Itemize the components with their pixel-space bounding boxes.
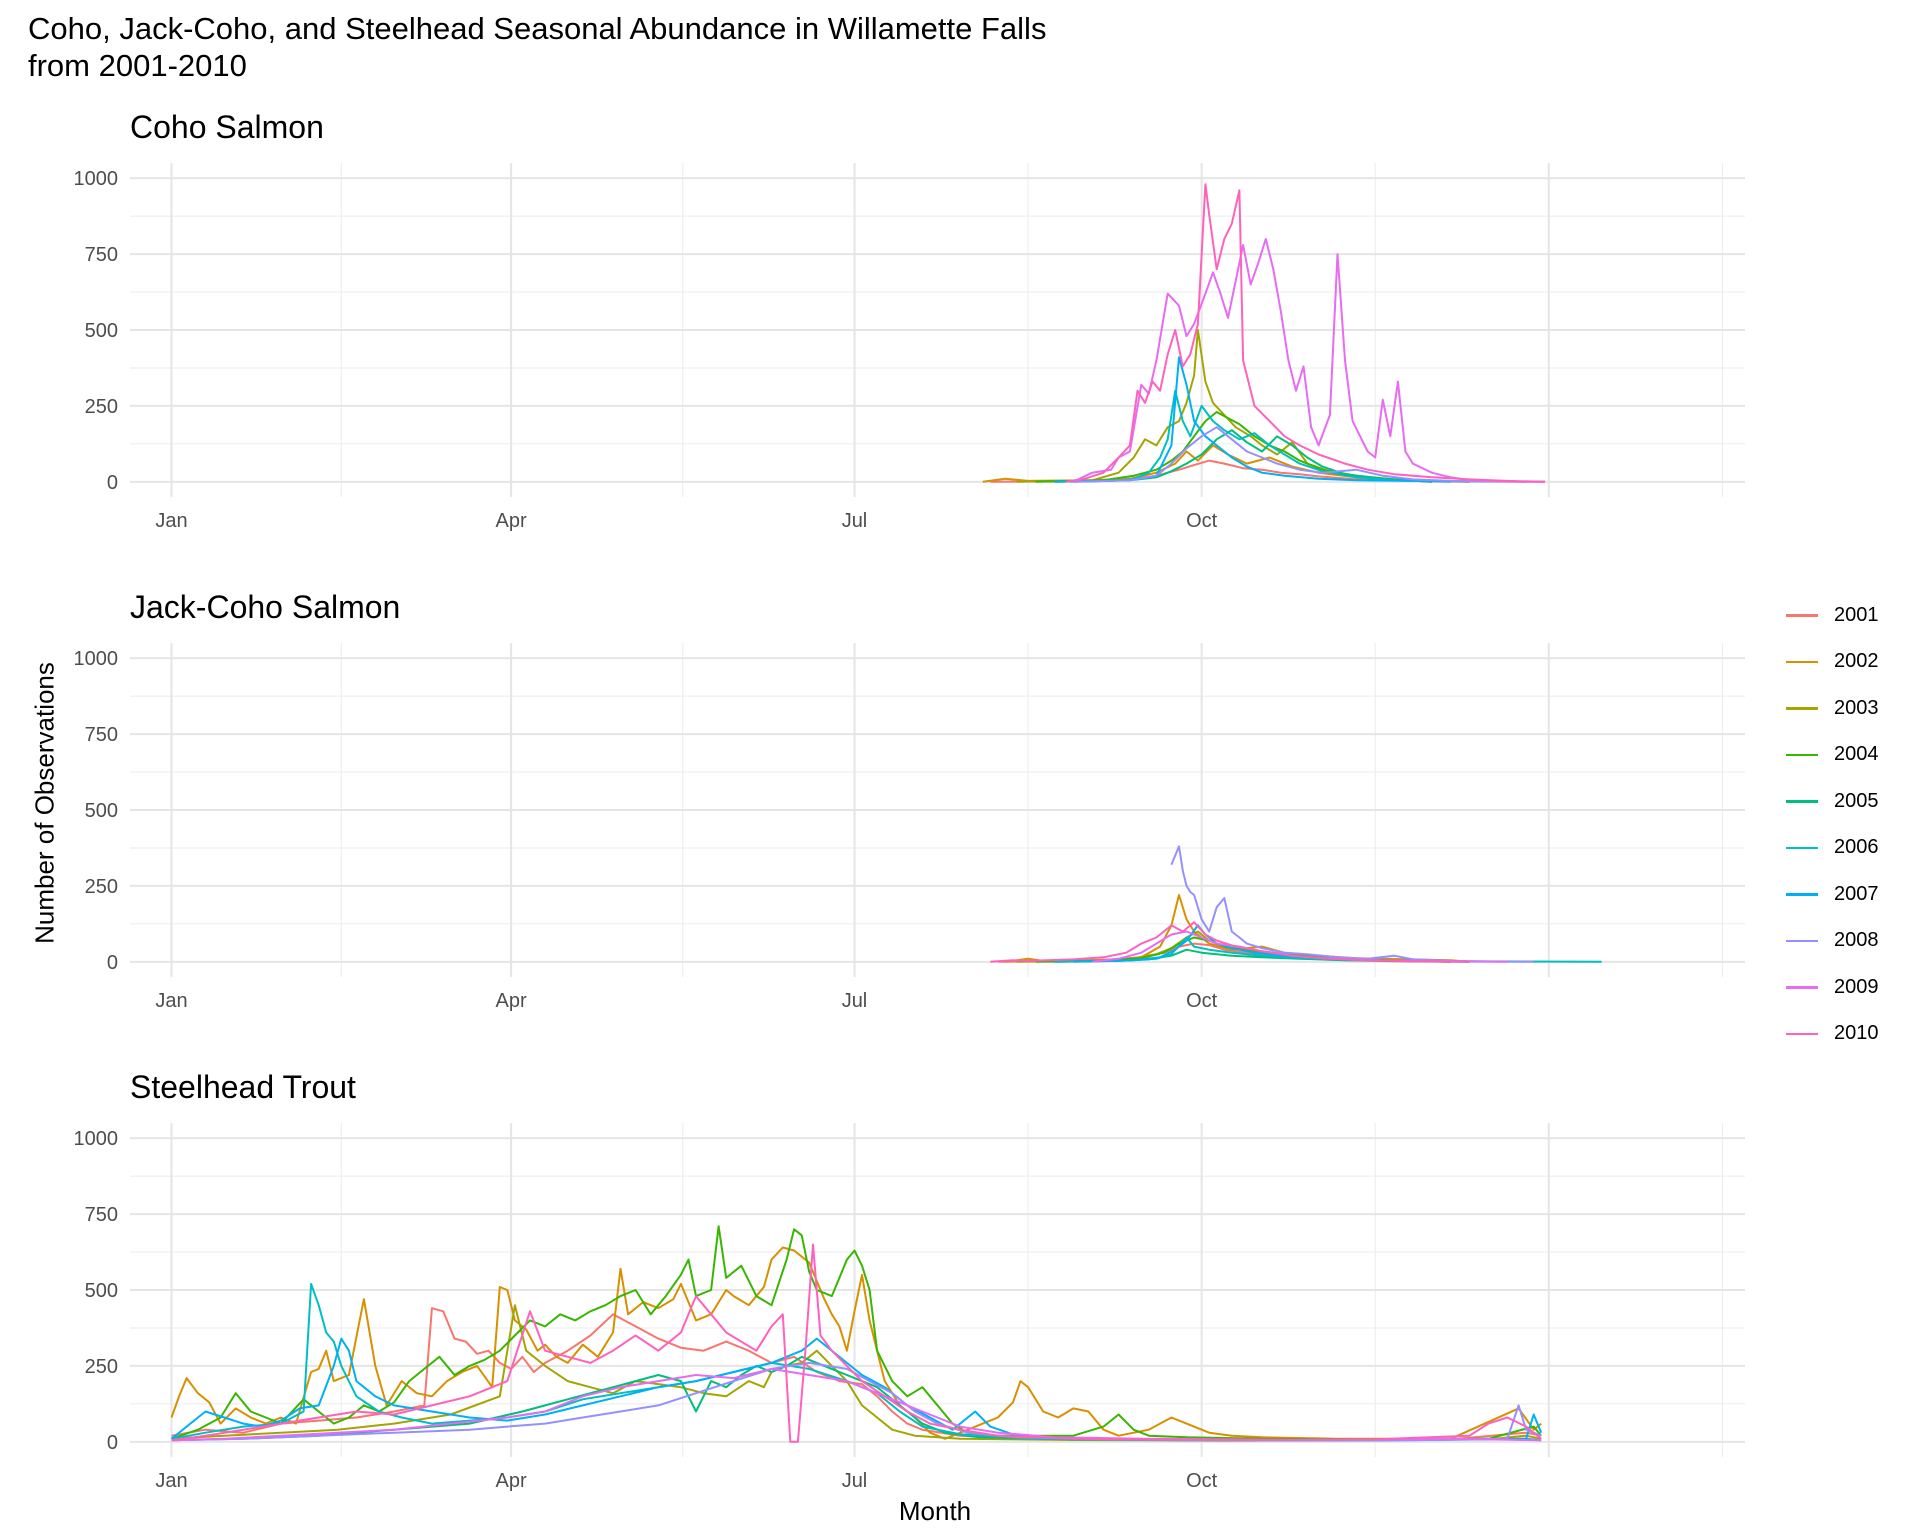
x-tick-label: Apr xyxy=(496,990,527,1012)
x-tick-label: Oct xyxy=(1186,510,1218,532)
x-tick-label: Jan xyxy=(155,510,187,532)
series-line-2008 xyxy=(1073,426,1546,483)
legend-label: 2006 xyxy=(1834,836,1879,859)
series-line-2007 xyxy=(1054,356,1527,483)
y-tick-label: 500 xyxy=(85,800,118,822)
series-line-2004 xyxy=(1035,411,1432,483)
y-tick-label: 250 xyxy=(85,1356,118,1378)
legend-label: 2005 xyxy=(1834,789,1879,812)
x-tick-label: Jan xyxy=(155,990,187,1012)
y-tick-label: 0 xyxy=(107,1432,118,1454)
y-tick-label: 1000 xyxy=(74,1128,119,1150)
legend-label: 2003 xyxy=(1834,696,1879,719)
y-tick-label: 0 xyxy=(107,472,118,494)
series-line-2006 xyxy=(171,1282,1542,1442)
series-line-2003 xyxy=(171,1304,1542,1442)
legend-item-2010: 2010 xyxy=(1786,1011,1879,1058)
x-tick-label: Jul xyxy=(842,510,868,532)
series-line-2010 xyxy=(990,921,1470,963)
series-line-2001 xyxy=(171,1307,1542,1442)
legend-swatch xyxy=(1786,753,1818,756)
legend-item-2007: 2007 xyxy=(1786,871,1879,918)
series-line-2005 xyxy=(171,1355,1542,1442)
y-axis-label: Number of Observations xyxy=(29,662,60,944)
y-tick-label: 250 xyxy=(85,396,118,418)
panel-coho-salmon: 0 250 500 750 1000 Jan Apr Jul Oct xyxy=(74,163,1745,532)
y-tick-label: 1000 xyxy=(74,168,119,190)
legend-swatch xyxy=(1786,1032,1818,1035)
legend: 2001 2002 2003 2004 2005 2006 2007 2008 2009 2010 xyxy=(1786,592,1879,1057)
y-tick-label: 500 xyxy=(85,320,118,342)
panel-title-coho: Coho Salmon xyxy=(130,109,324,145)
legend-label: 2007 xyxy=(1834,882,1879,905)
y-tick-label: 750 xyxy=(85,724,118,746)
x-tick-label: Jul xyxy=(842,1470,868,1492)
panel-title-jack-coho: Jack-Coho Salmon xyxy=(130,589,401,625)
panel-jack-coho-salmon: 0 250 500 750 1000 Jan Apr Jul Oct xyxy=(74,643,1745,1012)
y-tick-label: 250 xyxy=(85,876,118,898)
legend-label: 2002 xyxy=(1834,650,1879,673)
chart-title: Coho, Jack-Coho, and Steelhead Seasonal … xyxy=(28,11,1047,83)
legend-swatch xyxy=(1786,660,1818,663)
series-line-2010 xyxy=(171,1243,1542,1443)
y-tick-label: 750 xyxy=(85,244,118,266)
x-tick-label: Apr xyxy=(496,1470,527,1492)
legend-label: 2004 xyxy=(1834,743,1879,766)
panel-steelhead-trout: 0 250 500 750 1000 Jan Apr Jul Oct xyxy=(74,1123,1745,1492)
legend-swatch xyxy=(1786,614,1818,617)
legend-swatch xyxy=(1786,846,1818,849)
x-tick-label: Jan xyxy=(155,1470,187,1492)
series-line-2008 xyxy=(1170,845,1534,963)
legend-label: 2010 xyxy=(1834,1022,1879,1045)
series-line-2005 xyxy=(1054,429,1432,483)
series-line-2009 xyxy=(1072,237,1546,483)
series-line-2004 xyxy=(171,1225,1542,1441)
legend-item-2009: 2009 xyxy=(1786,964,1879,1011)
y-tick-label: 500 xyxy=(85,1280,118,1302)
legend-item-2004: 2004 xyxy=(1786,732,1879,779)
legend-label: 2008 xyxy=(1834,929,1879,952)
legend-item-2001: 2001 xyxy=(1786,592,1879,639)
legend-item-2003: 2003 xyxy=(1786,685,1879,732)
y-tick-label: 750 xyxy=(85,1204,118,1226)
legend-item-2002: 2002 xyxy=(1786,639,1879,686)
legend-item-2005: 2005 xyxy=(1786,778,1879,825)
x-tick-label: Apr xyxy=(496,510,527,532)
legend-swatch xyxy=(1786,800,1818,803)
x-tick-label: Oct xyxy=(1186,1470,1218,1492)
legend-swatch xyxy=(1786,986,1818,989)
legend-item-2006: 2006 xyxy=(1786,825,1879,872)
legend-swatch xyxy=(1786,939,1818,942)
legend-label: 2001 xyxy=(1834,603,1879,626)
x-axis-label: Month xyxy=(898,1496,972,1526)
y-tick-label: 1000 xyxy=(74,648,119,670)
y-tick-label: 0 xyxy=(107,952,118,974)
series-line-2010 xyxy=(1065,183,1546,483)
legend-swatch xyxy=(1786,893,1818,896)
x-tick-label: Oct xyxy=(1186,990,1218,1012)
panel-title-steelhead: Steelhead Trout xyxy=(130,1069,356,1105)
legend-label: 2009 xyxy=(1834,975,1879,998)
x-tick-label: Jul xyxy=(842,990,868,1012)
legend-item-2008: 2008 xyxy=(1786,918,1879,965)
legend-swatch xyxy=(1786,707,1818,710)
series-line-2006 xyxy=(1073,389,1451,483)
